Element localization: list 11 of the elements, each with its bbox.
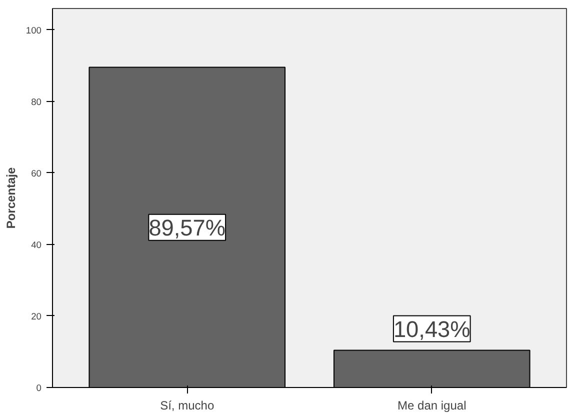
y-tick-label: 80: [31, 96, 42, 107]
y-tick-label: 40: [31, 240, 42, 250]
y-tick-label: 0: [36, 383, 42, 393]
y-tick-label: 60: [31, 168, 42, 178]
x-tick-label: Sí, mucho: [160, 398, 214, 412]
y-axis-title: Porcentaje: [4, 166, 18, 229]
y-tick-label: 100: [26, 25, 42, 36]
y-tick-label: 20: [31, 311, 42, 322]
x-tick-label: Me dan igual: [398, 398, 466, 412]
data-label: 89,57%: [148, 214, 226, 240]
data-label: 10,43%: [393, 316, 470, 342]
